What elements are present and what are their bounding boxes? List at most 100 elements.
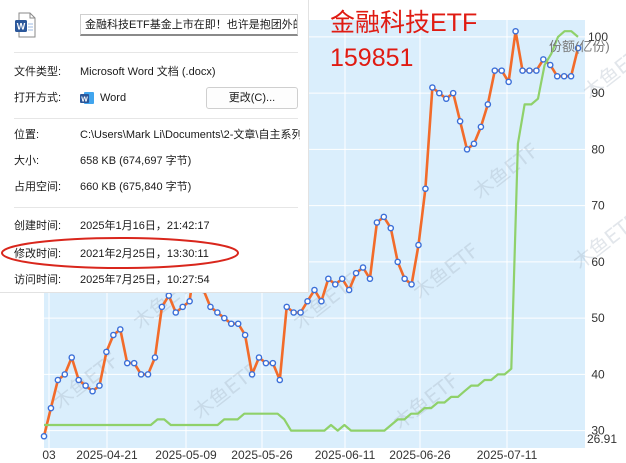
data-point [325,275,332,283]
word-document-icon: W [15,12,36,38]
data-point [96,382,103,389]
data-point [429,84,436,91]
y-tick-label: 40 [591,367,605,381]
data-point [234,320,242,328]
y-axis-unit-label: 份额(亿份) [549,39,610,54]
data-point [567,72,575,80]
data-point [290,309,297,316]
accessed-label: 访问时间: [14,274,62,286]
divider [14,52,298,53]
data-point [151,354,159,361]
data-point [477,123,485,131]
data-point [498,67,506,74]
data-point [331,281,339,288]
data-point [172,309,180,316]
data-point [241,331,249,339]
data-point [574,44,582,52]
data-point [137,371,145,378]
word-app-icon: W [80,92,94,104]
x-tick-label: 2025-05-09 [155,448,217,462]
data-point [186,297,193,305]
data-point [526,67,533,74]
data-point [512,27,519,35]
data-point [470,140,478,148]
data-point [276,376,284,384]
data-point [89,387,96,395]
etf-name-annotation: 金融科技ETF [330,9,478,37]
data-point [491,67,499,74]
data-point [359,264,367,271]
data-point [221,314,228,322]
data-point [82,382,89,389]
x-tick-label: 2025-04-21 [76,448,138,462]
data-point [47,404,55,412]
created-value: 2025年1月16日，21:42:17 [80,220,210,232]
data-point [463,146,471,153]
y-tick-label: 60 [591,255,605,269]
file-type-label: 文件类型: [14,66,62,78]
data-point [227,320,235,328]
change-program-button[interactable]: 更改(C)... [206,87,298,109]
data-point [352,269,360,277]
data-point [158,303,166,311]
x-tick-label: 2025-06-26 [389,448,451,462]
data-point [103,348,110,356]
data-point [318,297,325,305]
data-point [505,78,512,86]
data-point [540,56,547,63]
data-point [553,72,561,80]
file-type-value: Microsoft Word 文档 (.docx) [80,66,216,78]
data-point [345,286,353,294]
data-point [456,117,464,125]
y-tick-label: 70 [591,199,605,213]
data-point [144,371,152,378]
data-point [40,432,48,440]
data-point [214,309,221,316]
data-point [484,101,492,108]
x-tick-label: 2025-07-11 [477,448,538,462]
file-properties-panel: W 金融科技ETF基金上市在即！也许是抱团外的小而美选 文件类型: Micros… [0,0,309,293]
data-point [380,213,388,221]
size-value: 658 KB (674,697 字节) [80,155,192,167]
data-point [165,292,173,299]
modified-label: 修改时间: [14,248,62,260]
data-point [408,281,415,288]
data-point [255,354,263,361]
y-tick-label: 90 [591,86,605,100]
data-point [387,224,395,232]
share-line [44,30,579,432]
data-point [401,275,408,283]
accessed-value: 2025年7月25日，10:27:54 [80,274,210,286]
data-point [207,303,214,311]
size-on-disk-value: 660 KB (675,840 字节) [80,181,192,193]
data-point [61,371,69,378]
y-tick-label: 80 [591,142,605,156]
open-with-label: 打开方式: [14,92,62,104]
data-point [179,303,187,311]
divider [14,118,298,119]
created-label: 创建时间: [14,220,62,232]
svg-text:W: W [17,22,26,32]
data-point [338,275,346,283]
data-point [422,185,429,193]
data-point [116,326,124,333]
data-point [262,359,270,367]
data-point [442,95,450,103]
data-point [435,89,443,97]
data-point [373,219,381,226]
y-tick-label: 100 [588,30,608,44]
file-name-field[interactable]: 金融科技ETF基金上市在即！也许是抱团外的小而美选 [80,14,298,36]
x-tick-label: 2025-06-11 [315,448,376,462]
data-point [304,297,311,305]
data-point [519,67,526,74]
etf-code-annotation: 159851 [330,44,414,72]
data-point [394,258,401,266]
data-point [283,303,291,311]
data-point [68,354,76,361]
x-tick-label: 03 [42,448,56,462]
divider [14,207,298,208]
open-with-value: Word [100,92,127,104]
y-tick-label: 50 [591,311,605,325]
data-point [297,309,304,316]
